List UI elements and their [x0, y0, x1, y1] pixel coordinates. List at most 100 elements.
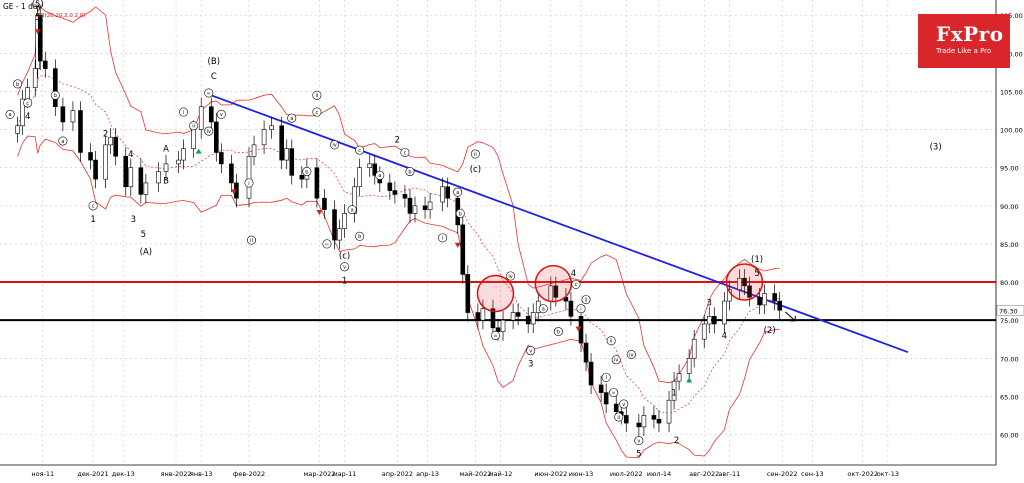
candle-body — [636, 422, 642, 428]
wave-label: 5 — [636, 450, 641, 460]
trendline — [210, 94, 909, 354]
candle-body — [762, 293, 767, 306]
candle-body — [407, 197, 413, 214]
wave-label: 1 — [342, 277, 347, 287]
y-tick-label: 110.00 — [1000, 50, 1023, 58]
sell-arrow — [575, 326, 582, 332]
candle-body — [445, 186, 450, 199]
candle-body — [20, 98, 25, 127]
candle-body — [475, 312, 481, 321]
x-tick-label: май-2022 — [459, 470, 491, 478]
wave-label: a — [9, 112, 12, 118]
candle-body — [623, 415, 629, 424]
x-tick-label: июл-14 — [647, 470, 671, 478]
highlight-circle — [725, 263, 764, 301]
wave-label: v — [529, 349, 532, 355]
x-tick-label: май-12 — [489, 470, 513, 478]
bollinger-bands — [17, 4, 780, 459]
candle-body — [138, 167, 144, 195]
wave-label: 1 — [90, 215, 95, 225]
candle-body — [143, 182, 149, 195]
wave-label-circle — [538, 304, 548, 314]
candle-body — [613, 403, 619, 412]
candle-body — [15, 125, 20, 134]
wave-label: iv — [332, 143, 336, 149]
candle-body — [510, 312, 516, 321]
candle-body — [163, 163, 169, 172]
candle-body — [342, 213, 347, 229]
candle-body — [251, 144, 257, 157]
candle-body — [706, 316, 712, 325]
candle-body — [757, 296, 762, 306]
wave-label: 5 — [754, 269, 759, 279]
wave-label: (3) — [930, 142, 942, 152]
candle-body — [651, 415, 657, 420]
wave-label-circle — [405, 167, 415, 177]
wave-label-circle — [204, 88, 214, 98]
candle-body — [191, 129, 196, 149]
candle-body — [691, 338, 697, 359]
candle-body — [392, 190, 398, 195]
wave-label: 2 — [103, 129, 108, 139]
direction-arrow — [784, 311, 796, 322]
wave-label: v — [622, 402, 625, 408]
wave-label-circle — [526, 346, 536, 356]
x-tick-label: янв-13 — [190, 470, 213, 478]
wave-label-circle — [634, 436, 644, 446]
logo-tagline: Trade Like a Pro — [936, 47, 992, 55]
wave-label-circle — [216, 109, 226, 119]
x-tick-label: окт-2022 — [847, 470, 878, 478]
wave-label: iii — [612, 390, 615, 395]
wave-label: b — [557, 329, 560, 335]
wave-label: c — [404, 150, 407, 156]
candle-body — [598, 384, 604, 393]
wave-label: v — [220, 112, 223, 118]
wave-label: b — [459, 211, 462, 217]
candle-body — [156, 171, 161, 184]
wave-label-circle — [13, 79, 23, 89]
x-tick-label: июл-2022 — [610, 470, 643, 478]
x-tick-label: окт-13 — [877, 470, 899, 478]
candle-body — [641, 415, 647, 428]
x-tick-label: ноя-11 — [31, 470, 54, 478]
wave-label: (2) — [764, 326, 776, 336]
x-tick-label: апр-13 — [416, 470, 439, 478]
y-tick-label: 70.00 — [1000, 355, 1019, 363]
wave-label: ii — [585, 297, 588, 303]
wave-label: b — [358, 234, 361, 240]
candle-body — [70, 110, 76, 123]
candle-body — [181, 148, 186, 161]
wave-label-circle — [571, 279, 581, 289]
wave-label: ii — [316, 93, 319, 99]
candle-body — [78, 110, 83, 153]
wave-label: iv — [629, 352, 633, 358]
candle-body — [712, 316, 717, 325]
candle-body — [460, 224, 466, 275]
wave-label-circle — [347, 205, 357, 215]
wave-label: ii — [474, 152, 477, 158]
wave-label: 3 — [131, 215, 136, 225]
x-tick-label: авг-11 — [718, 470, 740, 478]
wave-label: i — [580, 307, 581, 313]
candle-body — [219, 152, 224, 165]
wave-label-circle — [312, 107, 322, 117]
candle-body — [530, 312, 536, 325]
wave-label-circle — [312, 90, 322, 100]
wave-label: a — [351, 208, 354, 214]
wave-label: iii — [325, 241, 328, 246]
logo-name: FxPro — [936, 22, 1004, 46]
candle-body — [372, 163, 378, 176]
sell-arrow — [230, 189, 237, 195]
y-tick-label: 105.00 — [1000, 88, 1023, 96]
wave-label: 5 — [35, 13, 40, 23]
candle-body — [357, 167, 362, 188]
wave-label: c — [92, 204, 95, 210]
candle-body — [402, 194, 408, 199]
wave-label-circle — [189, 121, 199, 131]
candle-body — [42, 60, 48, 69]
highlight-circle — [534, 264, 573, 303]
wave-label-circle — [619, 399, 629, 409]
wave-label: (A) — [140, 248, 152, 258]
